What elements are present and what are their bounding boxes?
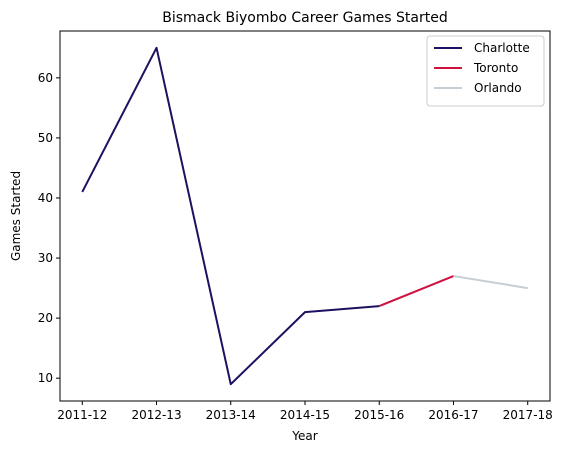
x-tick-label: 2011-12 bbox=[57, 408, 107, 422]
y-tick-label: 40 bbox=[38, 191, 53, 205]
y-tick-label: 50 bbox=[38, 131, 53, 145]
series-line-toronto bbox=[378, 275, 454, 308]
series-line-charlotte bbox=[81, 46, 380, 386]
x-tick-label: 2017-18 bbox=[503, 408, 553, 422]
series-lines bbox=[81, 46, 528, 386]
y-axis: 10 20 30 40 50 60 bbox=[38, 71, 60, 385]
x-tick-label: 2012-13 bbox=[131, 408, 181, 422]
x-tick-label: 2015-16 bbox=[354, 408, 404, 422]
series-line-orlando bbox=[453, 275, 528, 290]
x-axis: 2011-12 2012-13 2013-14 2014-15 2015-16 2016-… bbox=[57, 401, 553, 422]
legend-label: Toronto bbox=[473, 61, 518, 75]
x-axis-label: Year bbox=[291, 429, 317, 443]
y-tick-label: 20 bbox=[38, 311, 53, 325]
chart-title: Bismack Biyombo Career Games Started bbox=[162, 10, 448, 26]
legend-label: Charlotte bbox=[474, 41, 530, 55]
y-axis-label: Games Started bbox=[9, 171, 23, 261]
x-tick-label: 2014-15 bbox=[280, 408, 330, 422]
x-tick-label: 2016-17 bbox=[428, 408, 478, 422]
y-tick-label: 30 bbox=[38, 251, 53, 265]
y-tick-label: 10 bbox=[38, 371, 53, 385]
y-tick-label: 60 bbox=[38, 71, 53, 85]
legend-label: Orlando bbox=[474, 81, 522, 95]
legend: Charlotte Toronto Orlando bbox=[426, 35, 545, 107]
x-tick-label: 2013-14 bbox=[206, 408, 256, 422]
